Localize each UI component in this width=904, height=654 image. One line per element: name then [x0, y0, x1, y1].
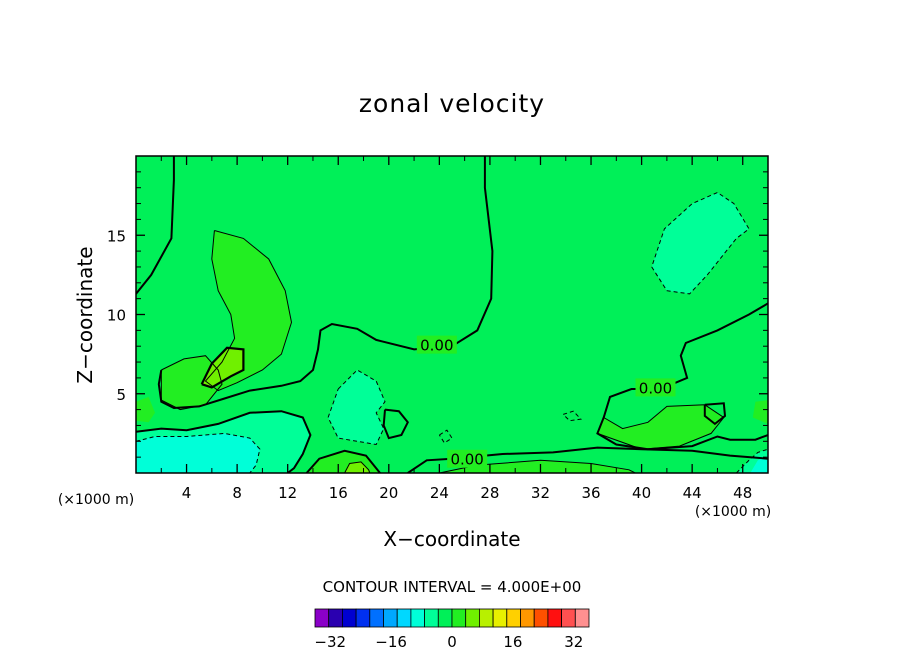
y-axis-label: Z−coordinate [73, 246, 97, 383]
positive-contour-line-3 [344, 461, 371, 473]
y-axis-ticks: 5 10 15 [107, 171, 768, 458]
colorbar-tick-label: 32 [564, 633, 583, 651]
contour-fill-region-5 [328, 370, 385, 445]
y-tick-label: 15 [107, 227, 126, 245]
contour-label: 0.00 [420, 337, 453, 355]
colorbar-tick-labels: −32 −16 0 16 32 [314, 633, 583, 651]
contour-fill-region-3 [201, 347, 244, 388]
colorbar-swatch [547, 608, 563, 628]
contour-interval-label: CONTOUR INTERVAL = 4.000E+00 [323, 578, 582, 596]
contour-fill-region-1 [205, 230, 292, 391]
contour-label-background [447, 449, 488, 468]
zero-contour-line-7 [703, 402, 727, 426]
negative-contour-line-5 [562, 410, 582, 422]
colorbar-swatch [396, 608, 412, 628]
y-tick-label: 10 [107, 307, 126, 325]
contour-fill-region-8 [752, 400, 768, 424]
colorbar-swatch [410, 608, 425, 628]
positive-contour-line-0 [204, 230, 293, 392]
colorbar-swatch [369, 608, 384, 628]
colorbar-swatch [314, 608, 330, 628]
colorbar-swatch [533, 608, 549, 628]
positive-contour-line-2 [596, 404, 725, 450]
x-tick-label: 36 [581, 484, 600, 502]
contour-fill-region-6 [597, 404, 724, 450]
x-tick-label: 4 [182, 484, 192, 502]
contour-fill-region-12 [750, 455, 768, 473]
negative-contour-line-0 [651, 191, 750, 295]
x-unit-label-left: (×1000 m) [58, 492, 134, 508]
x-unit-label-right: (×1000 m) [695, 504, 771, 520]
positive-contour-line-1 [160, 355, 223, 411]
x-axis-label: X−coordinate [383, 527, 520, 551]
zero-contour-line-4 [407, 446, 768, 473]
zero-contour-line-2 [136, 410, 312, 473]
contour-fill-region-4 [651, 192, 749, 294]
contour-fill-region-7 [136, 396, 155, 423]
x-tick-label: 48 [733, 484, 752, 502]
zero-contour-line-5 [305, 449, 381, 473]
x-tick-label: 20 [379, 484, 398, 502]
colorbar-tick-label: −32 [314, 633, 346, 651]
x-tick-label: 16 [329, 484, 348, 502]
contour-label-background [416, 335, 457, 354]
negative-contour-line-4 [438, 429, 453, 444]
x-tick-label: 12 [278, 484, 297, 502]
colorbar [314, 608, 590, 628]
colorbar-swatch [355, 608, 371, 628]
colorbar-swatch [328, 608, 343, 628]
zero-contour-line-0 [136, 156, 175, 295]
contour-labels: 0.00 0.00 0.00 [416, 335, 676, 469]
colorbar-swatch [424, 608, 439, 628]
colorbar-tick-label: −16 [375, 633, 407, 651]
zero-contour-line-6 [382, 408, 409, 440]
x-tick-label: 24 [430, 484, 449, 502]
colorbar-swatch [492, 608, 508, 628]
negative-contour-line-1 [327, 369, 386, 446]
filled-contours [136, 156, 768, 473]
contour-fill-region-0 [136, 156, 768, 473]
colorbar-swatch [506, 608, 521, 628]
contour-lines [136, 156, 768, 473]
chart-title: zonal velocity [359, 89, 545, 118]
colorbar-swatch [561, 608, 576, 628]
contour-label: 0.00 [639, 379, 672, 397]
colorbar-swatch [574, 608, 590, 628]
x-tick-label: 40 [632, 484, 651, 502]
contour-fill-region-10 [136, 433, 260, 473]
colorbar-tick-label: 0 [447, 633, 457, 651]
colorbar-tick-label: 16 [503, 633, 522, 651]
x-axis-ticks: 4 8 12 16 20 24 28 32 36 40 44 48 [160, 156, 752, 502]
colorbar-swatch [383, 608, 398, 628]
y-tick-label: 5 [116, 386, 126, 404]
zero-contour-line-3 [596, 302, 768, 451]
colorbar-swatch [478, 608, 494, 628]
contour-fill-region-2 [161, 355, 222, 410]
zero-contour-line-1 [157, 156, 494, 410]
contour-line-8-0 [200, 346, 245, 389]
contour-label: 0.00 [450, 451, 483, 469]
colorbar-swatch [341, 608, 357, 628]
colorbar-swatch [451, 608, 467, 628]
negative-contour-line-2 [136, 432, 261, 473]
contour-label-background [635, 378, 676, 397]
colorbar-swatch [437, 608, 453, 628]
colorbar-swatch [520, 608, 535, 628]
x-tick-label: 44 [683, 484, 702, 502]
x-tick-label: 8 [232, 484, 242, 502]
x-tick-label: 32 [531, 484, 550, 502]
colorbar-swatch [465, 608, 480, 628]
x-tick-label: 28 [480, 484, 499, 502]
